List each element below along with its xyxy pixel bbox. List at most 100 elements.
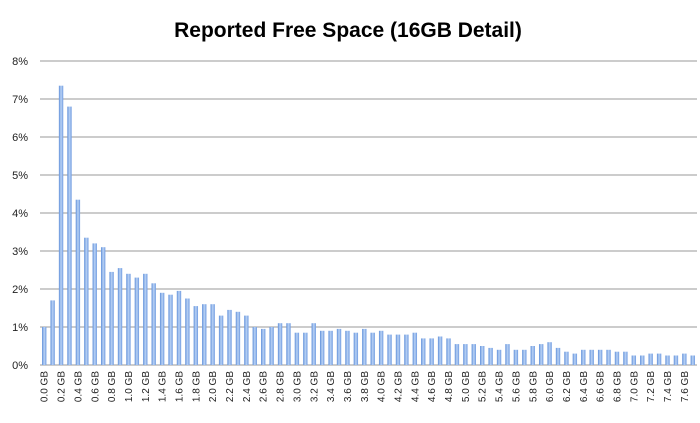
bar bbox=[370, 332, 375, 365]
bar bbox=[244, 315, 249, 365]
bar bbox=[530, 346, 535, 365]
bar bbox=[505, 344, 510, 365]
x-tick-label: 4.4 GB bbox=[410, 371, 421, 402]
bar bbox=[496, 349, 502, 365]
x-tick-label: 1.2 GB bbox=[141, 371, 152, 402]
bar bbox=[67, 106, 72, 365]
y-tick-label: 3% bbox=[12, 246, 28, 258]
bar bbox=[547, 342, 552, 365]
x-tick-label: 0.8 GB bbox=[107, 371, 118, 402]
bar bbox=[690, 355, 695, 365]
x-tick-label: 3.0 GB bbox=[292, 371, 303, 402]
x-tick-label: 6.6 GB bbox=[596, 371, 607, 402]
bar bbox=[454, 344, 460, 365]
bar bbox=[277, 323, 283, 365]
bar bbox=[218, 315, 224, 365]
bar bbox=[42, 327, 47, 365]
bar bbox=[353, 332, 359, 365]
x-tick-label: 1.0 GB bbox=[124, 371, 135, 402]
y-tick-label: 0% bbox=[12, 360, 28, 372]
bar bbox=[117, 268, 123, 365]
x-tick-label: 5.6 GB bbox=[511, 371, 522, 402]
x-tick-label: 6.0 GB bbox=[545, 371, 556, 402]
bar bbox=[404, 334, 409, 365]
x-tick-label: 2.4 GB bbox=[242, 371, 253, 402]
x-tick-label: 0.4 GB bbox=[73, 371, 84, 402]
bar bbox=[589, 349, 594, 365]
x-tick-label: 7.6 GB bbox=[680, 371, 691, 402]
x-tick-label: 1.4 GB bbox=[158, 371, 169, 402]
bar bbox=[564, 351, 569, 365]
bar bbox=[437, 336, 443, 365]
bar bbox=[572, 353, 578, 365]
x-tick-label: 5.0 GB bbox=[461, 371, 472, 402]
bar bbox=[412, 332, 418, 365]
bar bbox=[606, 349, 611, 365]
x-tick-label: 4.6 GB bbox=[427, 371, 438, 402]
y-tick-label: 6% bbox=[12, 132, 28, 144]
x-tick-label: 6.4 GB bbox=[579, 371, 590, 402]
bar bbox=[193, 306, 199, 365]
y-tick-label: 8% bbox=[12, 56, 28, 68]
bar bbox=[134, 277, 140, 365]
x-tick-label: 6.2 GB bbox=[562, 371, 573, 402]
x-tick-label: 0.6 GB bbox=[90, 371, 101, 402]
bar bbox=[640, 355, 645, 365]
x-tick-label: 2.2 GB bbox=[225, 371, 236, 402]
bar bbox=[471, 344, 476, 365]
bar bbox=[311, 323, 316, 365]
bar bbox=[50, 300, 55, 365]
bar bbox=[488, 347, 493, 365]
x-tick-label: 1.8 GB bbox=[191, 371, 202, 402]
x-tick-label: 7.4 GB bbox=[663, 371, 674, 402]
bar bbox=[100, 247, 106, 365]
bar bbox=[345, 330, 350, 365]
x-tick-label: 3.4 GB bbox=[326, 371, 337, 402]
x-axis-ticks: 0.0 GB 0.2 GB 0.4 GB 0.6 GB 0.8 GB 1.0 GB 1.2 … bbox=[40, 371, 691, 402]
bar bbox=[235, 311, 241, 365]
x-tick-label: 2.0 GB bbox=[208, 371, 219, 402]
bar bbox=[328, 330, 333, 365]
bar bbox=[176, 290, 182, 365]
x-tick-label: 5.2 GB bbox=[478, 371, 489, 402]
bar bbox=[682, 353, 687, 365]
bar bbox=[58, 85, 64, 365]
bar bbox=[362, 328, 367, 365]
bar bbox=[631, 355, 637, 365]
bar bbox=[336, 328, 342, 365]
bar bbox=[623, 351, 628, 365]
bar bbox=[168, 294, 173, 365]
y-tick-label: 2% bbox=[12, 284, 28, 296]
bar bbox=[538, 344, 544, 365]
x-tick-label: 2.6 GB bbox=[259, 371, 270, 402]
bar bbox=[159, 292, 165, 365]
bar bbox=[269, 327, 274, 365]
bar bbox=[656, 353, 662, 365]
bar bbox=[581, 349, 586, 365]
x-tick-label: 0.2 GB bbox=[57, 371, 68, 402]
bar bbox=[513, 349, 519, 365]
bar bbox=[378, 330, 384, 365]
x-tick-label: 3.2 GB bbox=[309, 371, 320, 402]
bar bbox=[84, 237, 89, 365]
x-tick-label: 3.8 GB bbox=[360, 371, 371, 402]
bar bbox=[202, 304, 207, 365]
chart-title: Reported Free Space (16GB Detail) bbox=[174, 19, 522, 42]
x-tick-label: 7.2 GB bbox=[646, 371, 657, 402]
bar bbox=[429, 338, 434, 365]
x-tick-label: 4.2 GB bbox=[393, 371, 404, 402]
bar bbox=[109, 271, 114, 365]
bar bbox=[522, 349, 527, 365]
x-tick-label: 4.8 GB bbox=[444, 371, 455, 402]
bar bbox=[463, 344, 468, 365]
bar bbox=[151, 283, 156, 365]
bar bbox=[75, 199, 81, 365]
bar bbox=[261, 328, 266, 365]
bar bbox=[252, 327, 257, 365]
bar bbox=[395, 334, 401, 365]
x-tick-label: 7.0 GB bbox=[629, 371, 640, 402]
bar bbox=[92, 243, 97, 365]
bar bbox=[126, 273, 131, 365]
bar bbox=[480, 346, 485, 365]
x-tick-label: 2.8 GB bbox=[276, 371, 287, 402]
